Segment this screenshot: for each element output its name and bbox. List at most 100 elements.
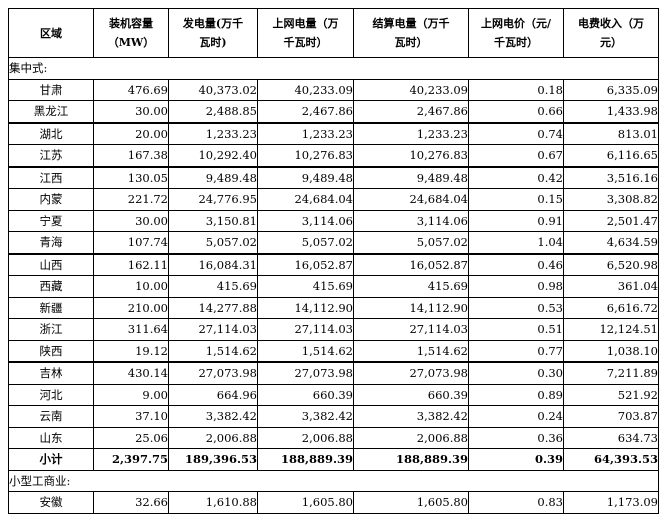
value-cell: 32.66 (93, 491, 169, 514)
value-cell: 9,489.48 (257, 166, 354, 189)
value-cell: 3,382.42 (168, 405, 258, 428)
value-cell: 0.18 (468, 78, 564, 101)
region-cell: 山西 (8, 253, 94, 276)
value-cell: 16,084.31 (168, 253, 258, 276)
value-cell: 6,616.72 (563, 296, 659, 319)
value-cell: 27,114.03 (168, 318, 258, 341)
value-cell: 14,112.90 (257, 296, 354, 319)
value-cell: 19.12 (93, 339, 169, 363)
value-cell: 415.69 (257, 275, 354, 298)
value-cell: 2,467.86 (257, 100, 354, 124)
table-row: 云南 37.10 3,382.42 3,382.42 3,382.42 0.24 703.8… (8, 405, 659, 428)
value-cell: 2,006.88 (353, 426, 469, 449)
value-cell: 476.69 (93, 78, 169, 101)
value-cell: 40,233.09 (257, 78, 354, 101)
column-header-0: 区域 (8, 8, 94, 58)
value-cell: 4,634.59 (563, 231, 659, 255)
value-cell: 3,382.42 (257, 405, 354, 428)
value-cell: 188,889.39 (353, 448, 469, 471)
value-cell: 1,038.10 (563, 339, 659, 363)
value-cell: 1,514.62 (257, 339, 354, 363)
value-cell: 1,605.80 (257, 491, 354, 514)
value-cell: 10,292.40 (168, 144, 258, 168)
value-cell: 813.01 (563, 122, 659, 145)
table-row: 西藏 10.00 415.69 415.69 415.69 0.98 361.04 (8, 275, 659, 298)
value-cell: 664.96 (168, 383, 258, 406)
section-label: 小型工商业: (8, 469, 659, 492)
region-cell: 内蒙 (8, 188, 94, 211)
value-cell: 167.38 (93, 144, 169, 168)
value-cell: 1,514.62 (168, 339, 258, 363)
value-cell: 0.89 (468, 383, 564, 406)
region-cell: 西藏 (8, 275, 94, 298)
value-cell: 27,114.03 (257, 318, 354, 341)
value-cell: 0.39 (468, 448, 564, 471)
value-cell: 3,516.16 (563, 166, 659, 189)
value-cell: 0.46 (468, 253, 564, 276)
value-cell: 2,467.86 (353, 100, 469, 124)
value-cell: 1,610.88 (168, 491, 258, 514)
value-cell: 0.51 (468, 318, 564, 341)
value-cell: 27,073.98 (257, 361, 354, 385)
table-row: 黑龙江 30.00 2,488.85 2,467.86 2,467.86 0.66 1,43… (8, 100, 659, 124)
table-row: 陕西 19.12 1,514.62 1,514.62 1,514.62 0.77 1,038… (8, 339, 659, 363)
region-cell: 黑龙江 (8, 100, 94, 124)
region-cell: 新疆 (8, 296, 94, 319)
value-cell: 5,057.02 (168, 231, 258, 255)
table-row: 山西 162.11 16,084.31 16,052.87 16,052.87 0.46 6… (8, 253, 659, 276)
region-cell: 湖北 (8, 122, 94, 145)
region-cell: 安徽 (8, 491, 94, 514)
value-cell: 30.00 (93, 209, 169, 232)
table-row: 浙江 311.64 27,114.03 27,114.03 27,114.03 0.51 1… (8, 318, 659, 341)
value-cell: 0.74 (468, 122, 564, 145)
region-cell: 甘肃 (8, 78, 94, 101)
value-cell: 660.39 (257, 383, 354, 406)
value-cell: 1,233.23 (353, 122, 469, 145)
value-cell: 12,124.51 (563, 318, 659, 341)
value-cell: 27,073.98 (168, 361, 258, 385)
value-cell: 30.00 (93, 100, 169, 124)
value-cell: 189,396.53 (168, 448, 258, 471)
value-cell: 107.74 (93, 231, 169, 255)
value-cell: 14,112.90 (353, 296, 469, 319)
value-cell: 14,277.88 (168, 296, 258, 319)
value-cell: 27,073.98 (353, 361, 469, 385)
value-cell: 2,397.75 (93, 448, 169, 471)
value-cell: 1,173.09 (563, 491, 659, 514)
value-cell: 1,605.80 (353, 491, 469, 514)
region-cell: 江西 (8, 166, 94, 189)
value-cell: 430.14 (93, 361, 169, 385)
region-cell: 宁夏 (8, 209, 94, 232)
value-cell: 2,501.47 (563, 209, 659, 232)
value-cell: 1.04 (468, 231, 564, 255)
table-row: 河北 9.00 664.96 660.39 660.39 0.89 521.92 (8, 383, 659, 406)
value-cell: 2,488.85 (168, 100, 258, 124)
value-cell: 0.91 (468, 209, 564, 232)
power-generation-table: 区域 装机容量 （MW） 发电量(万千 瓦时) 上网电量（万 千瓦时） 结算电量（万千 … (8, 8, 659, 514)
value-cell: 1,233.23 (168, 122, 258, 145)
value-cell: 3,150.81 (168, 209, 258, 232)
value-cell: 0.83 (468, 491, 564, 514)
value-cell: 0.15 (468, 188, 564, 211)
value-cell: 188,889.39 (257, 448, 354, 471)
value-cell: 6,116.65 (563, 144, 659, 168)
column-header-2: 发电量(万千 瓦时) (168, 8, 258, 58)
table-row: 吉林 430.14 27,073.98 27,073.98 27,073.98 0.30 7… (8, 361, 659, 385)
value-cell: 660.39 (353, 383, 469, 406)
value-cell: 24,776.95 (168, 188, 258, 211)
region-cell: 陕西 (8, 339, 94, 363)
region-cell: 江苏 (8, 144, 94, 168)
section-row: 集中式: (8, 57, 659, 80)
table-row: 安徽 32.66 1,610.88 1,605.80 1,605.80 0.83 1,173… (8, 491, 659, 514)
section-row: 小型工商业: (8, 469, 659, 492)
value-cell: 1,514.62 (353, 339, 469, 363)
region-cell: 云南 (8, 405, 94, 428)
region-cell: 山东 (8, 426, 94, 449)
value-cell: 7,211.89 (563, 361, 659, 385)
value-cell: 521.92 (563, 383, 659, 406)
value-cell: 415.69 (168, 275, 258, 298)
value-cell: 3,114.06 (257, 209, 354, 232)
region-cell: 浙江 (8, 318, 94, 341)
value-cell: 64,393.53 (563, 448, 659, 471)
value-cell: 9,489.48 (353, 166, 469, 189)
